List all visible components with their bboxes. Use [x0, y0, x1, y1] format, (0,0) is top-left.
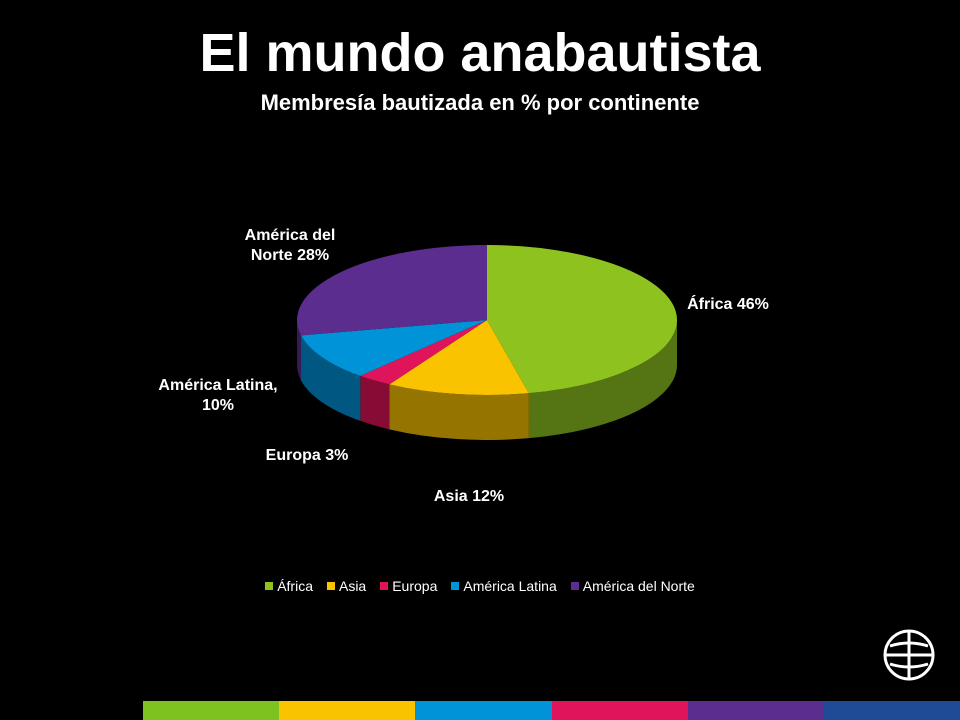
legend-item: Europa	[380, 578, 437, 594]
slice	[487, 245, 677, 394]
logo	[883, 629, 935, 681]
slice-side	[389, 384, 529, 440]
legend-swatch	[265, 582, 274, 590]
slice	[360, 320, 487, 385]
data-label: África 46%	[687, 296, 769, 313]
legend: África Asia Europa América Latina América de…	[0, 578, 960, 594]
slice-sides	[297, 320, 677, 440]
legend-swatch	[570, 582, 579, 590]
slice-side	[528, 320, 677, 439]
legend-label: Asia	[338, 578, 367, 594]
data-label: América del Norte 28%	[244, 227, 336, 264]
legend-label: América Latina	[463, 578, 557, 594]
chart-subtitle: Membresía bautizada en % por continente	[260, 90, 700, 115]
chart-title: El mundo anabautista	[199, 23, 761, 83]
slice	[389, 320, 529, 395]
data-label: América Latina, 10%	[158, 377, 278, 414]
legend-item: África	[265, 578, 313, 594]
legend-label: Europa	[392, 578, 438, 594]
legend-swatch	[326, 582, 335, 590]
data-label: Europa 3%	[265, 447, 349, 464]
data-label: Asia 12%	[433, 488, 505, 505]
legend-swatch	[451, 582, 460, 590]
legend-label: América del Norte	[582, 578, 695, 594]
slice	[301, 320, 487, 376]
slice-side	[301, 335, 361, 421]
slice-side	[360, 375, 390, 430]
legend-swatch	[380, 582, 389, 590]
color-band	[143, 701, 960, 720]
legend-item: Asia	[326, 578, 367, 594]
legend-label: África	[277, 578, 313, 594]
legend-item: América del Norte	[570, 578, 695, 594]
slice-side	[297, 320, 302, 381]
legend-item: América Latina	[451, 578, 557, 594]
slice	[296, 244, 487, 336]
